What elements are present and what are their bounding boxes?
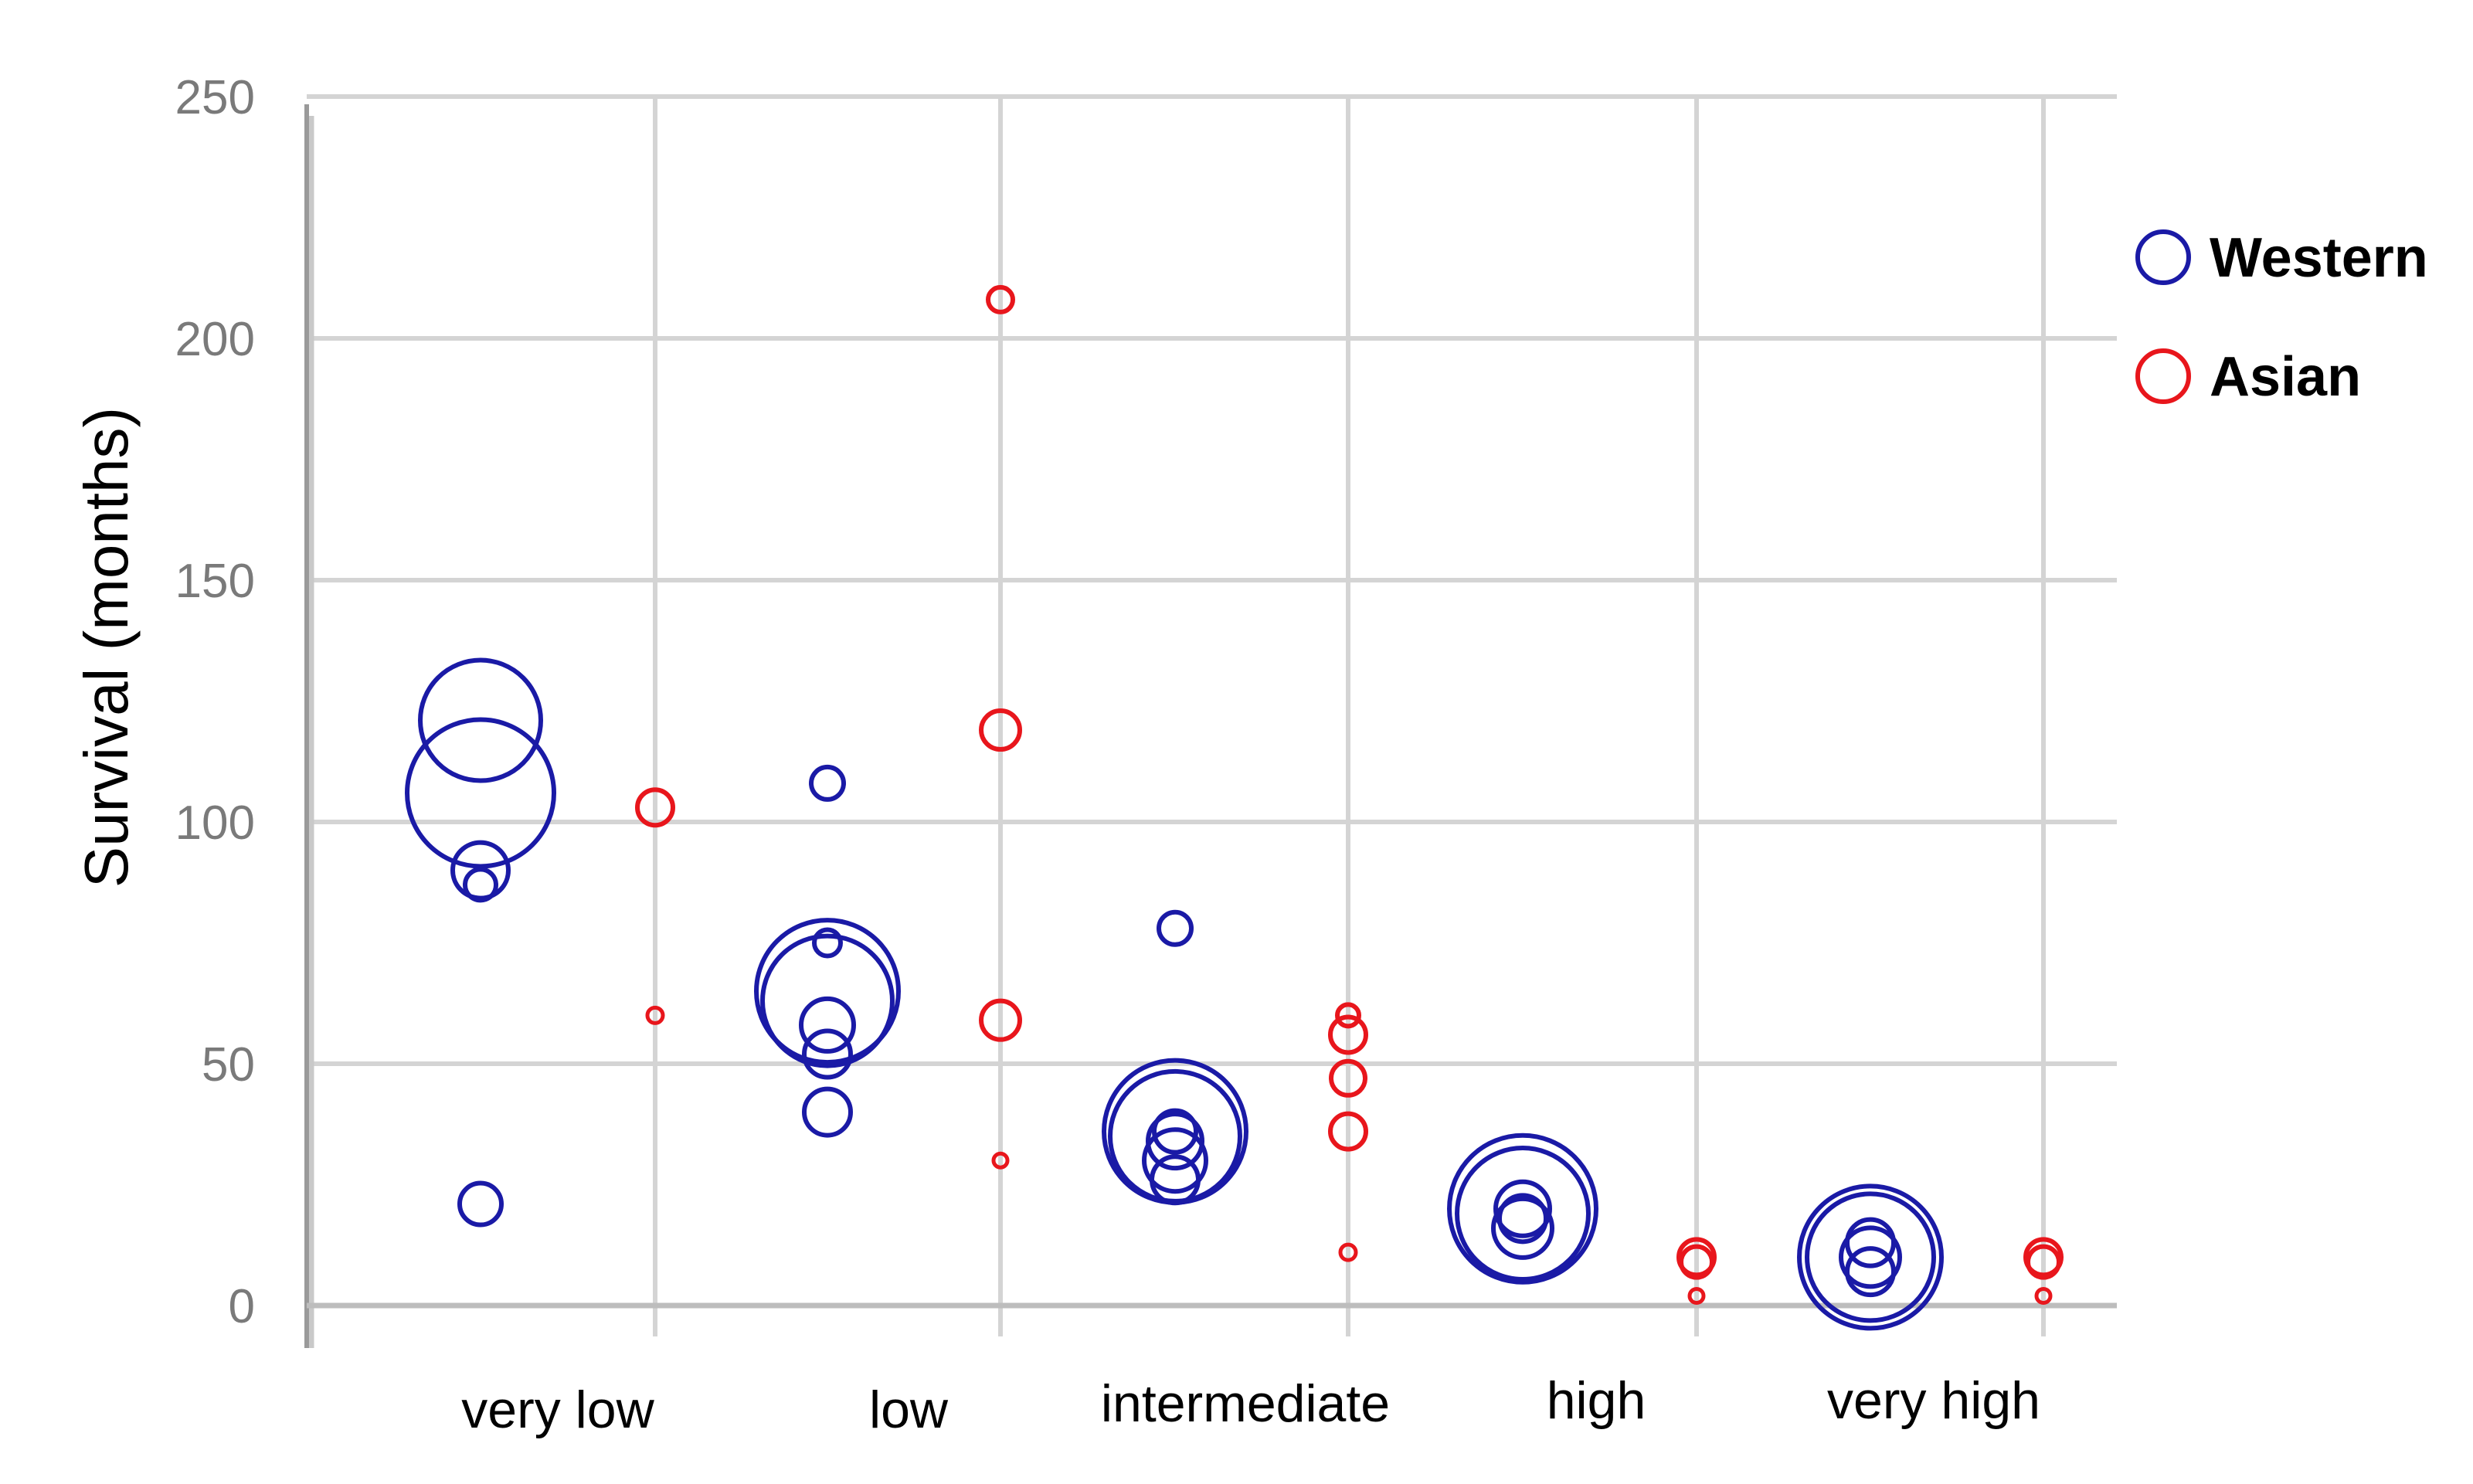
asian-bubble xyxy=(991,1151,1010,1170)
asian-bubble xyxy=(1335,1002,1361,1029)
western-bubble xyxy=(1447,1133,1598,1285)
western-bubble xyxy=(1108,1068,1242,1204)
legend-label-western: Western xyxy=(2210,227,2428,289)
x-tick-label: very low xyxy=(461,1380,654,1439)
x-tick-label: intermediate xyxy=(1101,1374,1390,1433)
asian-bubble xyxy=(1676,1237,1717,1278)
western-bubble xyxy=(1491,1196,1554,1260)
western-bubble xyxy=(802,1028,853,1080)
western-bubble xyxy=(1157,909,1194,947)
asian-bubble xyxy=(645,1005,665,1025)
western-bubble xyxy=(1150,1154,1201,1206)
axes xyxy=(304,104,2117,1348)
western-bubble xyxy=(1839,1225,1902,1289)
legend-marker-asian xyxy=(2135,348,2191,404)
legend: Western Asian xyxy=(2135,227,2428,408)
western-bubble xyxy=(760,933,895,1068)
western-bubble xyxy=(1497,1193,1548,1245)
western-bubble xyxy=(754,918,901,1065)
asian-bubble xyxy=(635,787,675,828)
asian-bubble xyxy=(986,284,1015,314)
y-tick-label: 150 xyxy=(175,555,255,608)
western-bubble xyxy=(1455,1146,1591,1282)
western-bubble xyxy=(1805,1191,1936,1323)
asian-bubble xyxy=(1687,1286,1706,1305)
y-tick-label: 100 xyxy=(175,796,255,850)
asian-bubble xyxy=(2023,1237,2064,1278)
western-bubble xyxy=(809,764,846,802)
y-tick-label: 250 xyxy=(175,71,255,124)
asian-bubble xyxy=(1328,1014,1368,1055)
asian-bubble xyxy=(979,708,1022,752)
western-bubble xyxy=(812,927,843,959)
western-bubble xyxy=(1152,1108,1198,1155)
western-bubble xyxy=(457,1180,504,1228)
western-bubble xyxy=(1845,1246,1896,1298)
y-tick-label: 50 xyxy=(202,1038,255,1092)
x-tick-label: very high xyxy=(1827,1371,2040,1430)
legend-marker-western xyxy=(2135,229,2191,285)
western-bubble xyxy=(405,717,556,869)
gridlines xyxy=(307,94,2117,1336)
legend-label-asian: Asian xyxy=(2210,346,2361,408)
asian-bubble xyxy=(2034,1286,2053,1305)
asian-bubble xyxy=(1338,1242,1358,1262)
asian-bubble xyxy=(979,998,1022,1042)
western-bubble xyxy=(799,996,856,1054)
asian-bubble xyxy=(1328,1111,1368,1152)
y-tick-label: 0 xyxy=(229,1280,255,1333)
asian-bubble xyxy=(1329,1058,1367,1098)
x-tick-label: high xyxy=(1547,1371,1646,1430)
axis-labels: Survival (months) 0 50 100 150 200 250 very lo… xyxy=(72,71,2040,1439)
western-bubble xyxy=(1142,1127,1208,1194)
asian-bubble xyxy=(1679,1244,1714,1280)
y-axis-label: Survival (months) xyxy=(72,407,141,888)
western-bubble xyxy=(463,867,498,903)
western-bubble xyxy=(802,1086,853,1138)
western-bubble xyxy=(418,657,543,783)
bubbles xyxy=(405,284,2064,1331)
y-tick-label: 200 xyxy=(175,313,255,366)
western-bubble xyxy=(1146,1112,1204,1171)
western-bubble xyxy=(1797,1183,1944,1331)
asian-bubble xyxy=(2026,1244,2061,1280)
x-tick-label: low xyxy=(869,1380,949,1439)
western-bubble xyxy=(1493,1179,1552,1238)
